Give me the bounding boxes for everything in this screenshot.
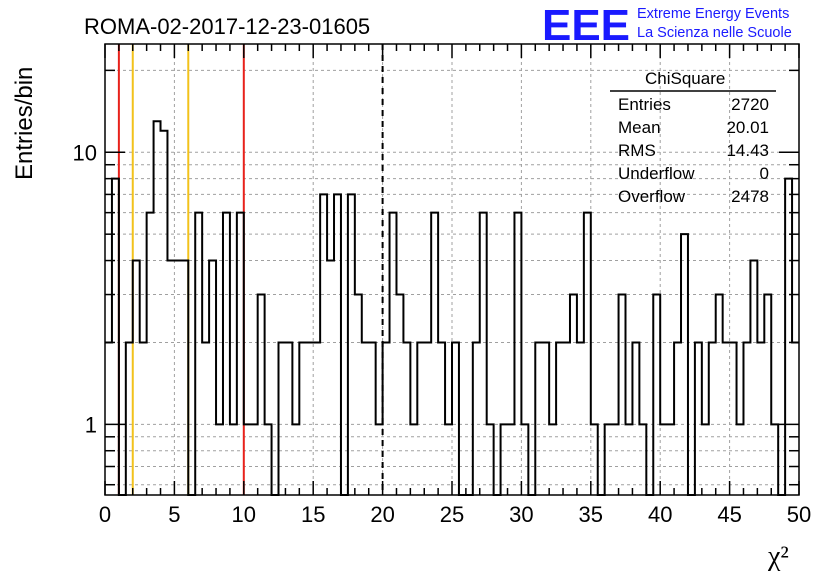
stats-label-overflow: Overflow xyxy=(618,187,686,206)
y-tick-label: 10 xyxy=(73,140,97,165)
logo-mark: EEE xyxy=(542,1,630,50)
x-tick-label: 10 xyxy=(232,502,256,527)
logo-line-2: La Scienza nelle Scuole xyxy=(637,25,792,41)
x-tick-label: 20 xyxy=(370,502,394,527)
stats-label-entries: Entries xyxy=(618,95,671,114)
stats-value-underflow: 0 xyxy=(760,164,769,183)
stats-label-mean: Mean xyxy=(618,118,661,137)
y-tick-label: 1 xyxy=(85,412,97,437)
stats-value-mean: 20.01 xyxy=(726,118,769,137)
stats-header: ChiSquare xyxy=(645,69,725,88)
x-tick-label: 40 xyxy=(648,502,672,527)
stats-value-entries: 2720 xyxy=(731,95,769,114)
x-tick-label: 0 xyxy=(99,502,111,527)
y-axis-title: Entries/bin xyxy=(11,67,38,180)
x-tick-label: 35 xyxy=(579,502,603,527)
x-tick-label: 45 xyxy=(717,502,741,527)
stats-label-rms: RMS xyxy=(618,141,656,160)
x-tick-label: 25 xyxy=(440,502,464,527)
stats-value-rms: 14.43 xyxy=(726,141,769,160)
reference-lines xyxy=(117,44,384,495)
chart-title: ROMA-02-2017-12-23-01605 xyxy=(84,14,370,39)
axis-ticks: 0 5 10 15 20 25 30 35 40 45 50 1 10 xyxy=(73,44,811,527)
x-tick-label: 5 xyxy=(168,502,180,527)
histogram-outline xyxy=(105,120,799,496)
stats-box: ChiSquare Entries 2720 Mean 20.01 RMS 14… xyxy=(610,69,776,206)
x-tick-label: 30 xyxy=(509,502,533,527)
x-tick-label: 15 xyxy=(301,502,325,527)
stats-value-overflow: 2478 xyxy=(731,187,769,206)
stats-label-underflow: Underflow xyxy=(618,164,695,183)
x-tick-label: 50 xyxy=(787,502,811,527)
grid-layer xyxy=(105,44,799,495)
logo-line-1: Extreme Energy Events xyxy=(637,6,789,22)
x-axis-title: χ² xyxy=(767,541,789,572)
